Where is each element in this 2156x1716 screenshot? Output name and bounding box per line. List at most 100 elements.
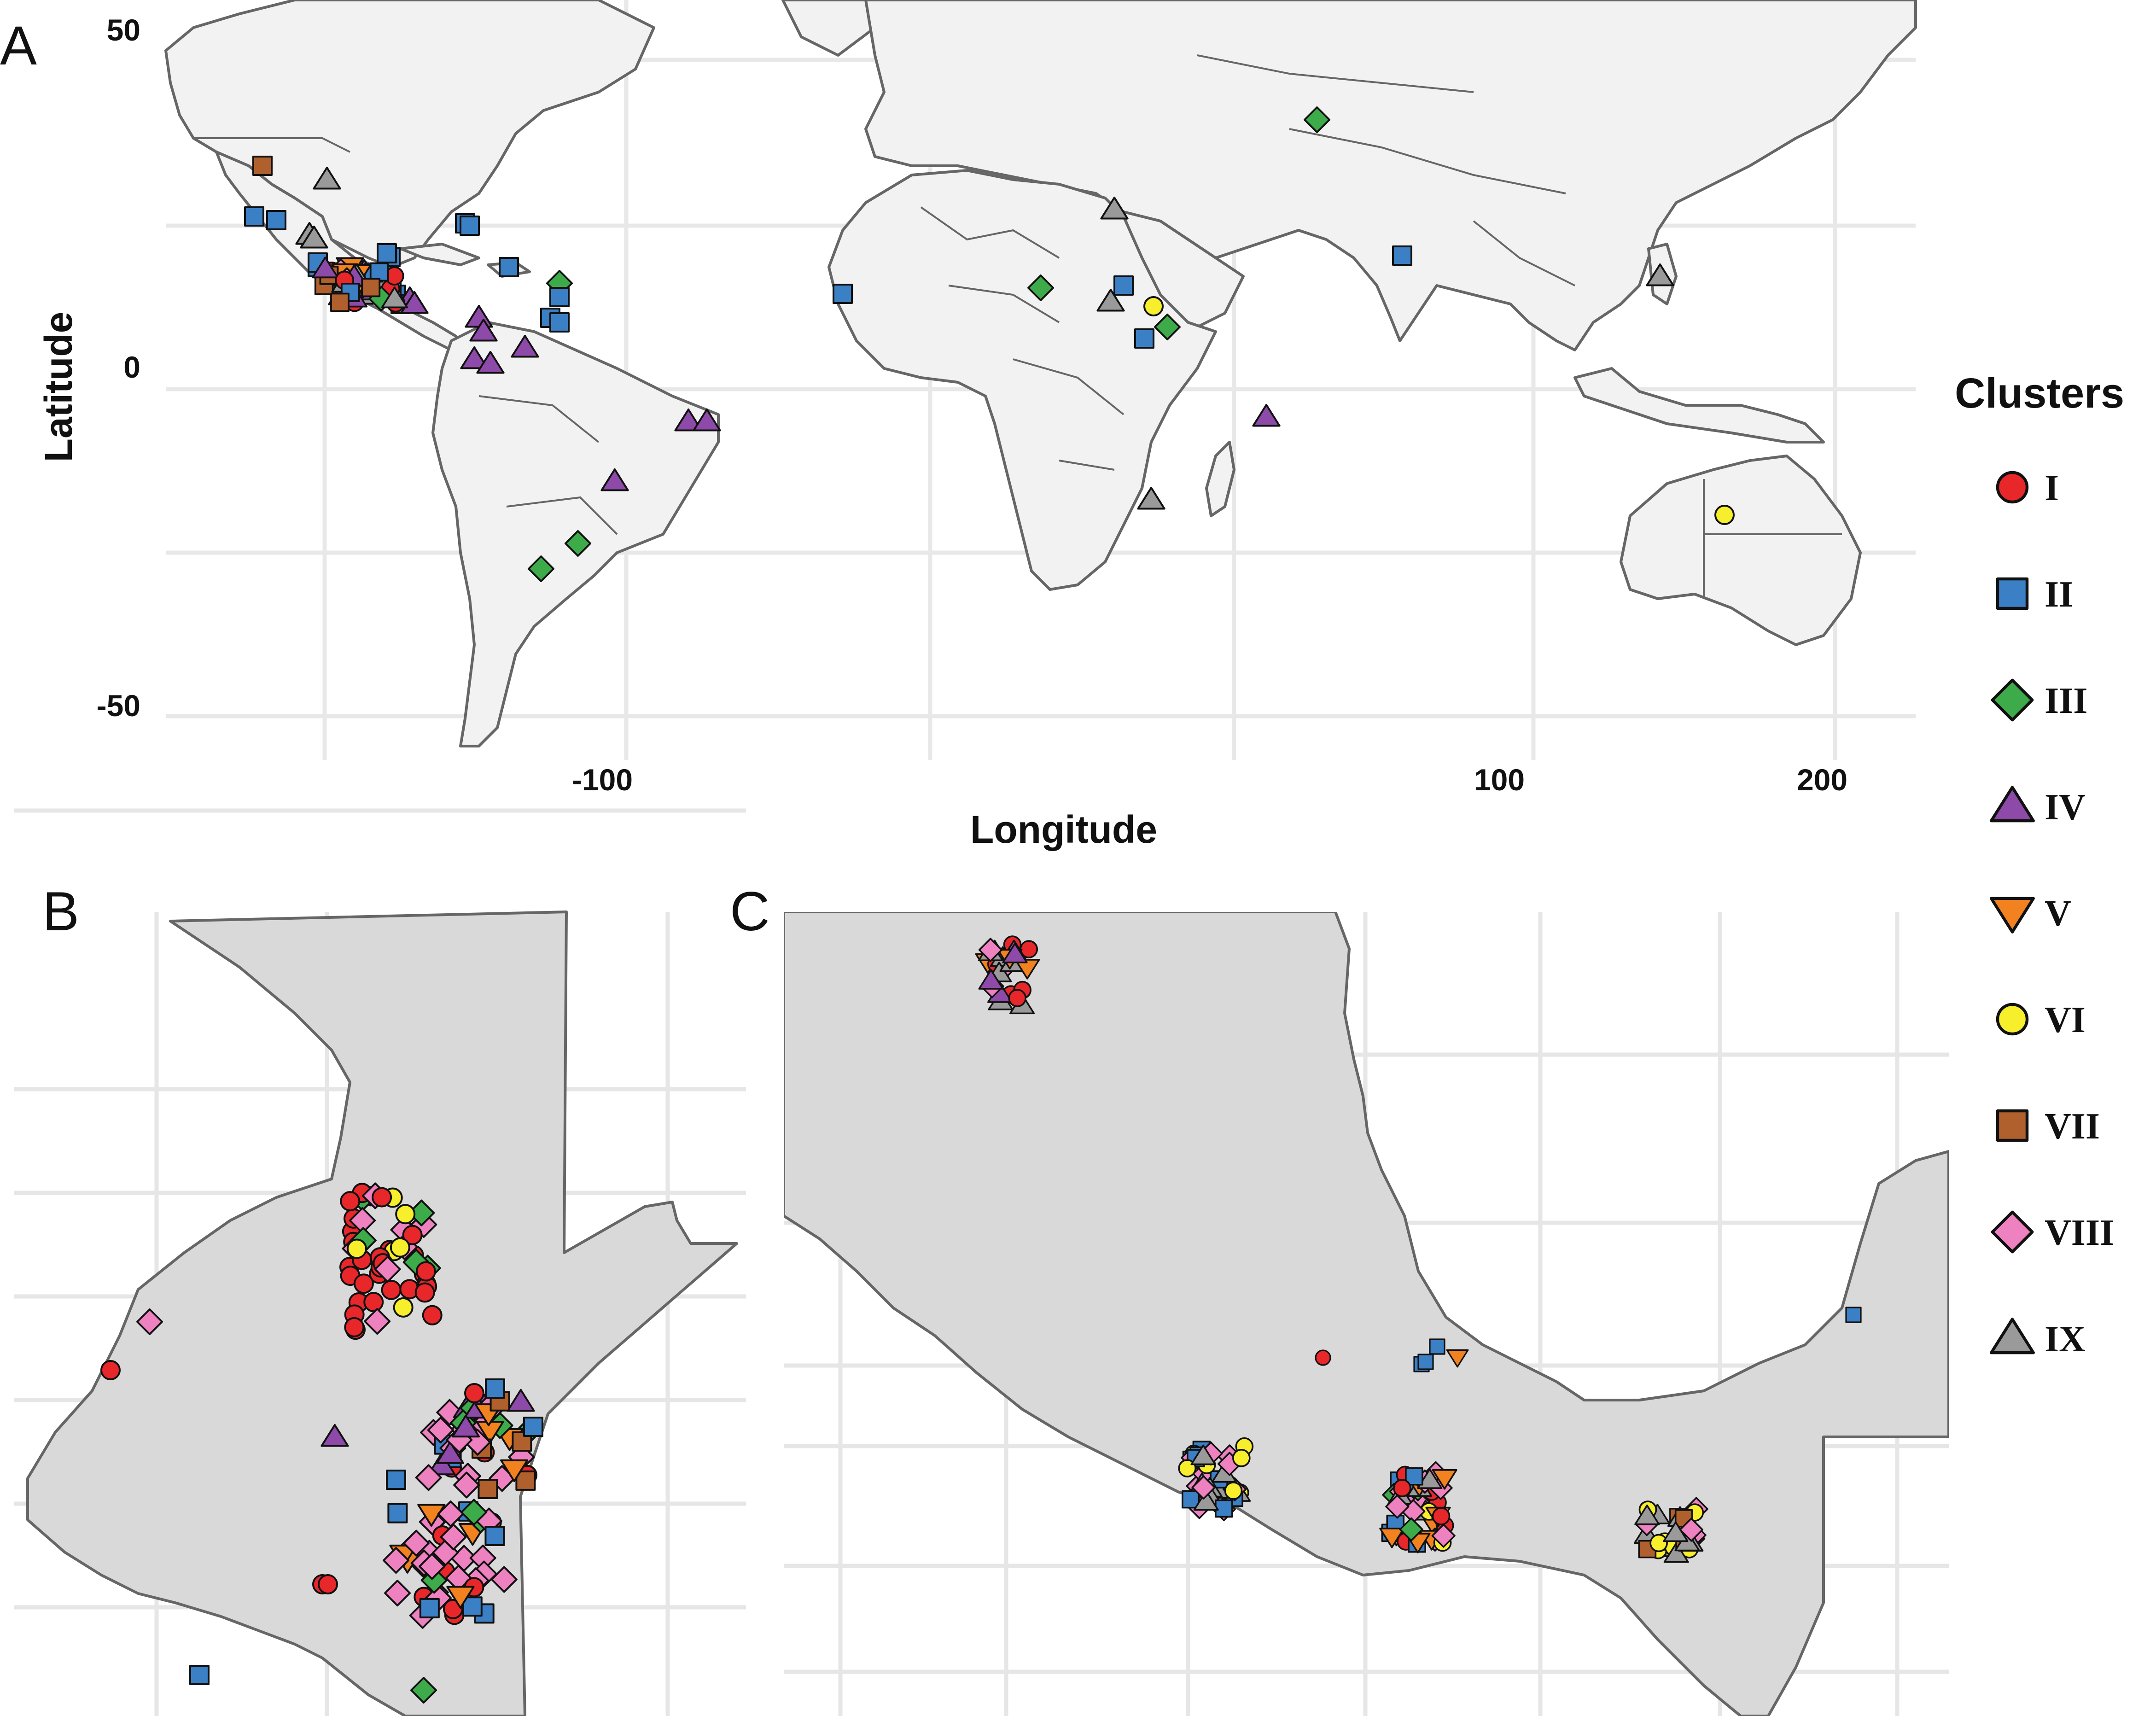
triangle-down-marker-icon bbox=[1379, 1528, 1405, 1548]
legend-item-label: IX bbox=[2045, 1319, 2086, 1360]
diamond-marker-icon bbox=[1991, 1210, 2034, 1254]
circle-marker-icon bbox=[1649, 1534, 1668, 1553]
square-marker-icon bbox=[369, 262, 389, 282]
square-marker-icon bbox=[1405, 1467, 1423, 1486]
legend-item-label: IV bbox=[2045, 787, 2086, 828]
panel-c: C bbox=[730, 881, 1949, 1716]
triangle-up-marker-icon bbox=[1137, 487, 1165, 510]
circle-marker-icon bbox=[1143, 296, 1164, 316]
triangle-up-marker-icon bbox=[300, 226, 328, 249]
triangle-up-marker-icon bbox=[1990, 1318, 2035, 1354]
panel-a-axes: 50 0 -50 -100 100 200 Longitude Latitude… bbox=[0, 13, 1847, 851]
panel-label-a: A bbox=[0, 15, 37, 76]
diamond-marker-icon bbox=[136, 1308, 163, 1335]
legend-title: Clusters bbox=[1955, 370, 2124, 417]
circle-marker-icon bbox=[381, 1279, 402, 1300]
diamond-marker-icon bbox=[427, 1417, 454, 1444]
triangle-up-marker-icon bbox=[313, 167, 341, 190]
triangle-up-marker-icon bbox=[1002, 942, 1028, 963]
triangle-down-marker-icon bbox=[446, 1586, 475, 1609]
diamond-marker-icon bbox=[1679, 1518, 1703, 1542]
triangle-up-marker-icon bbox=[381, 286, 408, 309]
triangle-up-marker-icon bbox=[460, 346, 489, 369]
panel-c-points bbox=[975, 935, 1862, 1563]
triangle-up-marker-icon bbox=[465, 305, 493, 328]
triangle-down-marker-icon bbox=[1432, 1469, 1457, 1490]
square-marker-icon bbox=[478, 1478, 498, 1499]
x-tick-label: -100 bbox=[572, 763, 633, 797]
square-marker-icon bbox=[377, 243, 397, 263]
square-marker-icon bbox=[549, 312, 570, 333]
square-marker-icon bbox=[515, 1470, 536, 1491]
triangle-up-marker-icon bbox=[1252, 404, 1281, 427]
square-marker-icon bbox=[1845, 1307, 1862, 1323]
legend-item: VII bbox=[1996, 1106, 2100, 1147]
square-marker-icon bbox=[1113, 275, 1134, 296]
triangle-up-marker-icon bbox=[1193, 1490, 1219, 1511]
circle-marker-icon bbox=[422, 1305, 443, 1325]
square-marker-icon bbox=[1429, 1338, 1445, 1355]
square-marker-icon bbox=[499, 257, 519, 277]
square-marker-icon bbox=[361, 278, 381, 298]
diamond-marker-icon bbox=[384, 1580, 411, 1607]
square-marker-icon bbox=[1392, 245, 1412, 266]
triangle-up-marker-icon bbox=[1663, 1542, 1689, 1563]
square-marker-icon bbox=[189, 1665, 210, 1685]
diamond-marker-icon bbox=[453, 1471, 480, 1499]
australia-land bbox=[1620, 455, 1862, 646]
legend-item: VIII bbox=[1991, 1210, 2114, 1254]
diamond-marker-icon bbox=[364, 1308, 391, 1335]
circle-marker-icon bbox=[372, 1187, 392, 1208]
circle-marker-icon bbox=[1996, 1003, 2029, 1036]
circle-marker-icon bbox=[100, 1360, 121, 1380]
diamond-marker-icon bbox=[437, 1500, 464, 1528]
triangle-up-marker-icon bbox=[469, 319, 498, 342]
circle-marker-icon bbox=[1996, 471, 2029, 504]
triangle-up-marker-icon bbox=[1990, 786, 2035, 823]
triangle-up-marker-icon bbox=[436, 1441, 464, 1464]
legend-item: V bbox=[1990, 893, 2071, 934]
triangle-up-marker-icon bbox=[1417, 1468, 1443, 1489]
diamond-marker-icon bbox=[528, 555, 554, 582]
eurasia-land bbox=[864, 0, 1917, 351]
diamond-marker-icon bbox=[1399, 1517, 1423, 1541]
legend-item-label: VI bbox=[2045, 1000, 2086, 1040]
y-axis-title: Latitude bbox=[37, 312, 80, 462]
square-marker-icon bbox=[460, 216, 480, 236]
triangle-up-marker-icon bbox=[511, 335, 539, 358]
circle-marker-icon bbox=[1232, 1449, 1251, 1467]
panel-label-c: C bbox=[730, 881, 770, 942]
legend-item: III bbox=[1991, 678, 2087, 722]
panel-a-landmasses bbox=[164, 0, 1917, 747]
legend-item-label: VII bbox=[2045, 1106, 2100, 1147]
triangle-up-marker-icon bbox=[1634, 1504, 1660, 1525]
circle-marker-icon bbox=[346, 1238, 367, 1259]
circle-marker-icon bbox=[1224, 1482, 1243, 1500]
legend-item-label: II bbox=[2045, 574, 2073, 615]
triangle-up-marker-icon bbox=[1646, 263, 1674, 286]
y-tick-label: -50 bbox=[97, 689, 140, 723]
square-marker-icon bbox=[244, 206, 264, 227]
x-tick-label: 200 bbox=[1797, 763, 1847, 797]
panel-b: B bbox=[14, 808, 746, 1716]
triangle-up-marker-icon bbox=[320, 1424, 349, 1447]
circle-marker-icon bbox=[1432, 1507, 1451, 1526]
legend-item-label: V bbox=[2045, 893, 2071, 934]
legend-item: IV bbox=[1990, 786, 2086, 828]
diamond-marker-icon bbox=[460, 1499, 488, 1526]
square-marker-icon bbox=[1996, 577, 2029, 610]
diamond-marker-icon bbox=[440, 1523, 467, 1551]
square-marker-icon bbox=[1134, 328, 1154, 349]
circle-marker-icon bbox=[415, 1261, 436, 1282]
diamond-marker-icon bbox=[1027, 274, 1054, 301]
circle-marker-icon bbox=[1008, 989, 1026, 1007]
legend-item: I bbox=[1996, 468, 2059, 508]
circle-marker-icon bbox=[363, 1292, 384, 1313]
panel-label-b: B bbox=[42, 881, 79, 942]
triangle-up-marker-icon bbox=[451, 1414, 480, 1438]
diamond-marker-icon bbox=[978, 938, 1003, 962]
triangle-up-marker-icon bbox=[1190, 1444, 1216, 1465]
